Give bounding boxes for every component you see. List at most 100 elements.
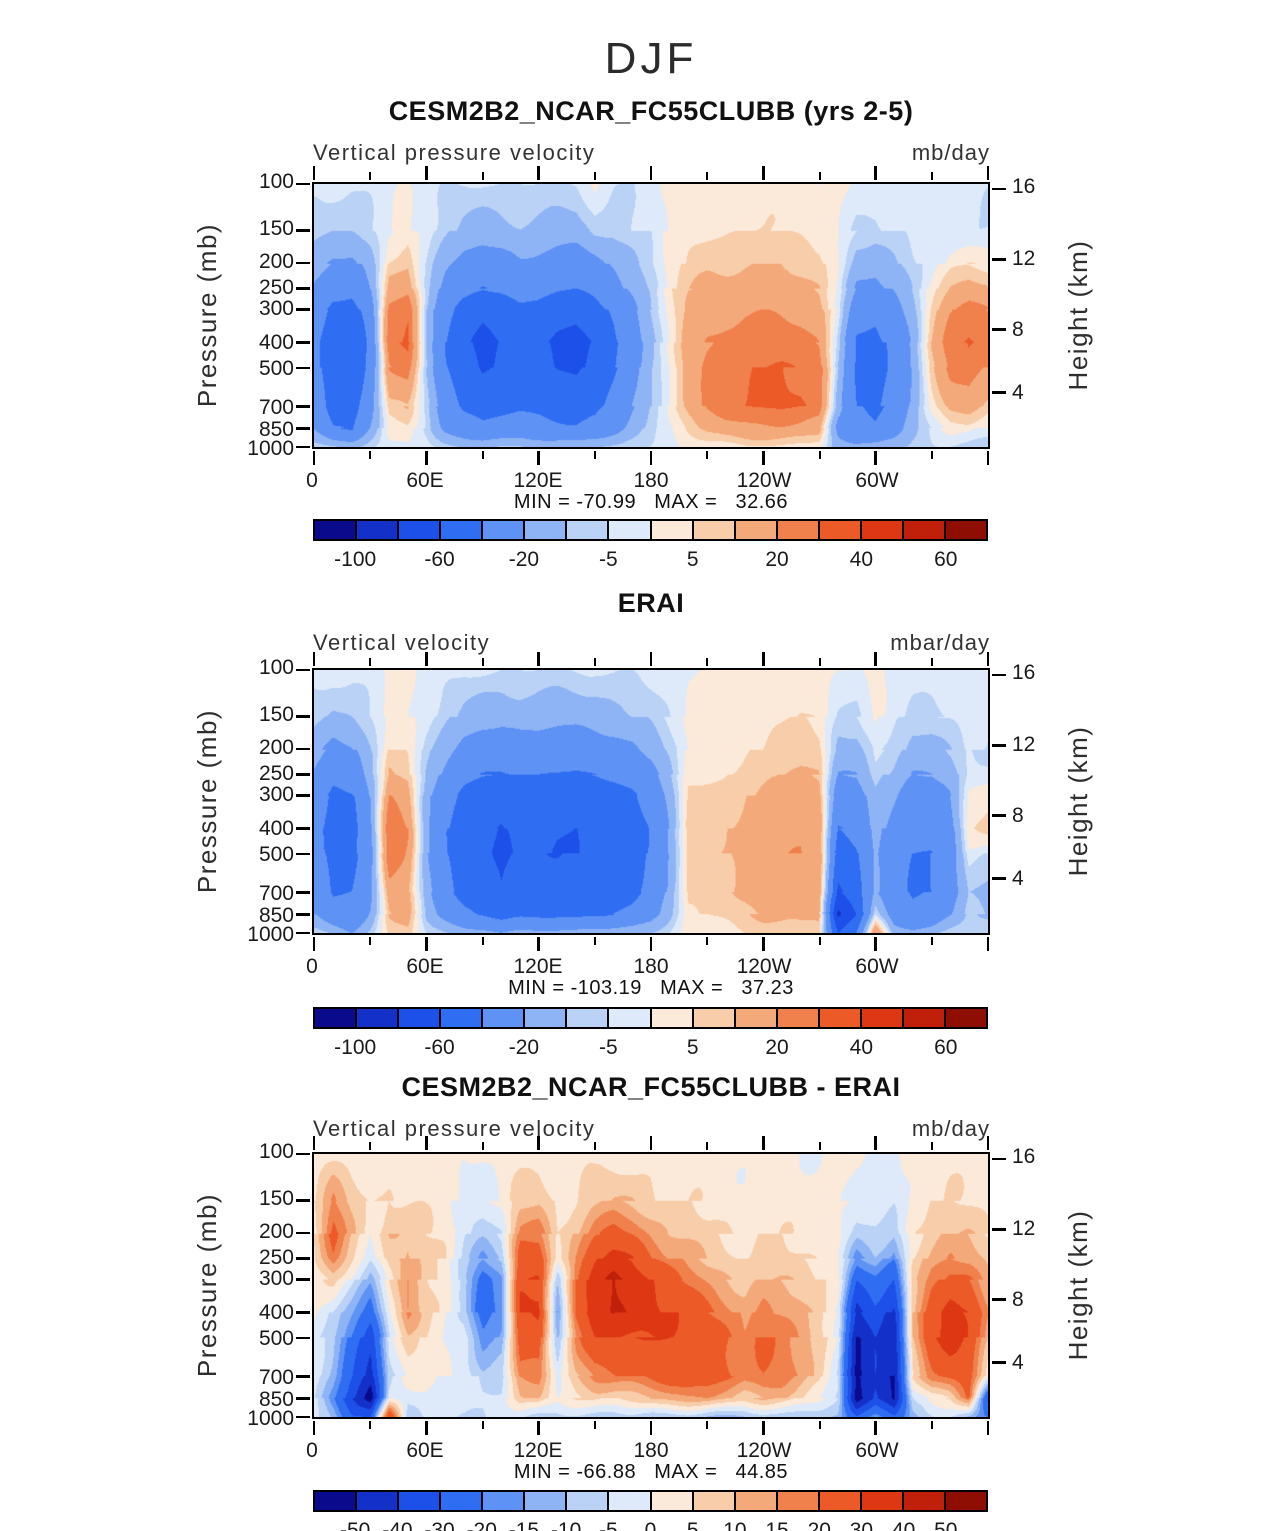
x-major-tick-bottom bbox=[986, 1421, 990, 1435]
xlab-label: 120E bbox=[513, 469, 563, 492]
field-label: Vertical pressure velocity bbox=[313, 1116, 596, 1141]
x-minor-tick-bottom bbox=[593, 937, 596, 945]
ylab-label: 200 bbox=[258, 736, 294, 760]
panel-title: CESM2B2_NCAR_FC55CLUBB (yrs 2-5) bbox=[388, 96, 914, 126]
ylab-label: 16 bbox=[1012, 175, 1036, 199]
x-minor-tick-top bbox=[930, 658, 933, 666]
pressure-tick bbox=[296, 891, 310, 894]
colorbar-segment bbox=[609, 1492, 650, 1510]
x-minor-tick-bottom bbox=[369, 937, 372, 945]
cblab-label: 40 bbox=[891, 1519, 916, 1531]
x-major-tick-bottom bbox=[425, 1421, 428, 1435]
ylab-label: 4 bbox=[1012, 867, 1024, 891]
pressure-tick bbox=[296, 1257, 310, 1260]
colorbar-segment bbox=[399, 1009, 440, 1027]
x-major-tick-bottom bbox=[986, 937, 990, 951]
x-minor-tick-top bbox=[369, 172, 372, 180]
x-minor-tick-top bbox=[593, 1142, 596, 1150]
pressure-tick bbox=[296, 1336, 310, 1340]
pressure-tick bbox=[296, 1199, 310, 1202]
colorbar-segment bbox=[903, 521, 944, 539]
colorbar-segment bbox=[357, 1009, 398, 1027]
pressure-tick bbox=[296, 261, 310, 265]
xlab-label: 60W bbox=[855, 1439, 899, 1462]
x-minor-tick-bottom bbox=[481, 937, 484, 945]
x-minor-tick-bottom bbox=[369, 1421, 372, 1429]
x-minor-tick-top bbox=[481, 1142, 484, 1150]
x-major-tick-bottom bbox=[537, 451, 540, 465]
height-tick bbox=[992, 1361, 1006, 1364]
cblab-label: 60 bbox=[934, 1036, 958, 1059]
ylab-label: 200 bbox=[258, 250, 294, 274]
cblab-label: 15 bbox=[765, 1519, 789, 1531]
colorbar-segment bbox=[651, 1492, 692, 1510]
x-major-tick-top bbox=[649, 1136, 653, 1150]
contour-field-canvas bbox=[314, 1154, 988, 1417]
pressure-tick bbox=[296, 229, 310, 232]
cblab-label: -10 bbox=[550, 1519, 582, 1531]
x-major-tick-bottom bbox=[312, 1421, 316, 1435]
x-major-tick-top bbox=[537, 166, 540, 180]
cblab-label: -20 bbox=[508, 1036, 540, 1059]
height-tick bbox=[992, 391, 1006, 394]
xlab-label: 0 bbox=[306, 1439, 318, 1462]
pressure-tick bbox=[296, 182, 310, 186]
colorbar-segment bbox=[441, 1492, 482, 1510]
cblab-label: 60 bbox=[934, 548, 958, 571]
x-minor-tick-top bbox=[930, 1142, 933, 1150]
x-major-tick-top bbox=[986, 166, 990, 180]
ylab-label: 250 bbox=[258, 762, 294, 786]
colorbar-segment bbox=[483, 1492, 524, 1510]
colorbar-segment bbox=[945, 1492, 986, 1510]
x-minor-tick-top bbox=[706, 658, 709, 666]
x-major-tick-top bbox=[537, 652, 540, 666]
x-major-tick-bottom bbox=[649, 451, 653, 465]
height-tick bbox=[992, 1228, 1006, 1231]
x-major-tick-top bbox=[537, 1136, 540, 1150]
x-major-tick-bottom bbox=[874, 937, 877, 951]
colorbar-segment bbox=[945, 521, 986, 539]
minmax-stats: MIN = -103.19 MAX = 37.23 bbox=[508, 977, 794, 999]
colorbar-segment bbox=[693, 1009, 734, 1027]
ylab-label: 100 bbox=[258, 1140, 294, 1163]
x-minor-tick-top bbox=[481, 658, 484, 666]
colorbar-segment bbox=[819, 1009, 860, 1027]
x-minor-tick-top bbox=[481, 172, 484, 180]
x-major-tick-bottom bbox=[874, 1421, 877, 1435]
x-major-tick-top bbox=[874, 652, 877, 666]
x-minor-tick-bottom bbox=[481, 1421, 484, 1429]
height-tick bbox=[992, 673, 1006, 677]
cblab-label: -5 bbox=[598, 1519, 618, 1531]
ylab-label: 400 bbox=[258, 1300, 294, 1324]
x-minor-tick-bottom bbox=[593, 451, 596, 459]
x-minor-tick-bottom bbox=[818, 451, 821, 459]
pressure-tick bbox=[296, 341, 310, 344]
height-axis-title: Height (km) bbox=[1063, 239, 1093, 391]
pressure-tick bbox=[296, 1152, 310, 1156]
cblab-label: 5 bbox=[686, 1036, 699, 1059]
xlab-label: 60W bbox=[855, 469, 899, 492]
colorbar-segment bbox=[735, 1492, 776, 1510]
cblab-label: 50 bbox=[934, 1519, 958, 1531]
cblab-label: -20 bbox=[508, 548, 540, 571]
colorbar-segment bbox=[525, 1492, 566, 1510]
ylab-label: 700 bbox=[258, 881, 294, 905]
ylab-label: 100 bbox=[258, 656, 294, 679]
ylab-label: 1000 bbox=[247, 923, 294, 946]
ylab-label: 8 bbox=[1012, 803, 1024, 827]
colorbar-segment bbox=[399, 521, 440, 539]
x-major-tick-bottom bbox=[762, 937, 765, 951]
xlab-label: 60E bbox=[406, 469, 444, 492]
colorbar-segment bbox=[357, 521, 398, 539]
colorbar-segment bbox=[777, 1492, 818, 1510]
height-tick bbox=[992, 258, 1006, 261]
cblab-label: 0 bbox=[644, 1519, 657, 1531]
x-major-tick-top bbox=[425, 652, 428, 666]
cblab-label: -100 bbox=[334, 1036, 377, 1059]
ylab-label: 500 bbox=[258, 356, 294, 380]
colorbar-segment bbox=[441, 521, 482, 539]
x-major-tick-bottom bbox=[762, 451, 765, 465]
x-minor-tick-bottom bbox=[593, 1421, 596, 1429]
colorbar-segment bbox=[651, 1009, 692, 1027]
x-minor-tick-top bbox=[930, 172, 933, 180]
